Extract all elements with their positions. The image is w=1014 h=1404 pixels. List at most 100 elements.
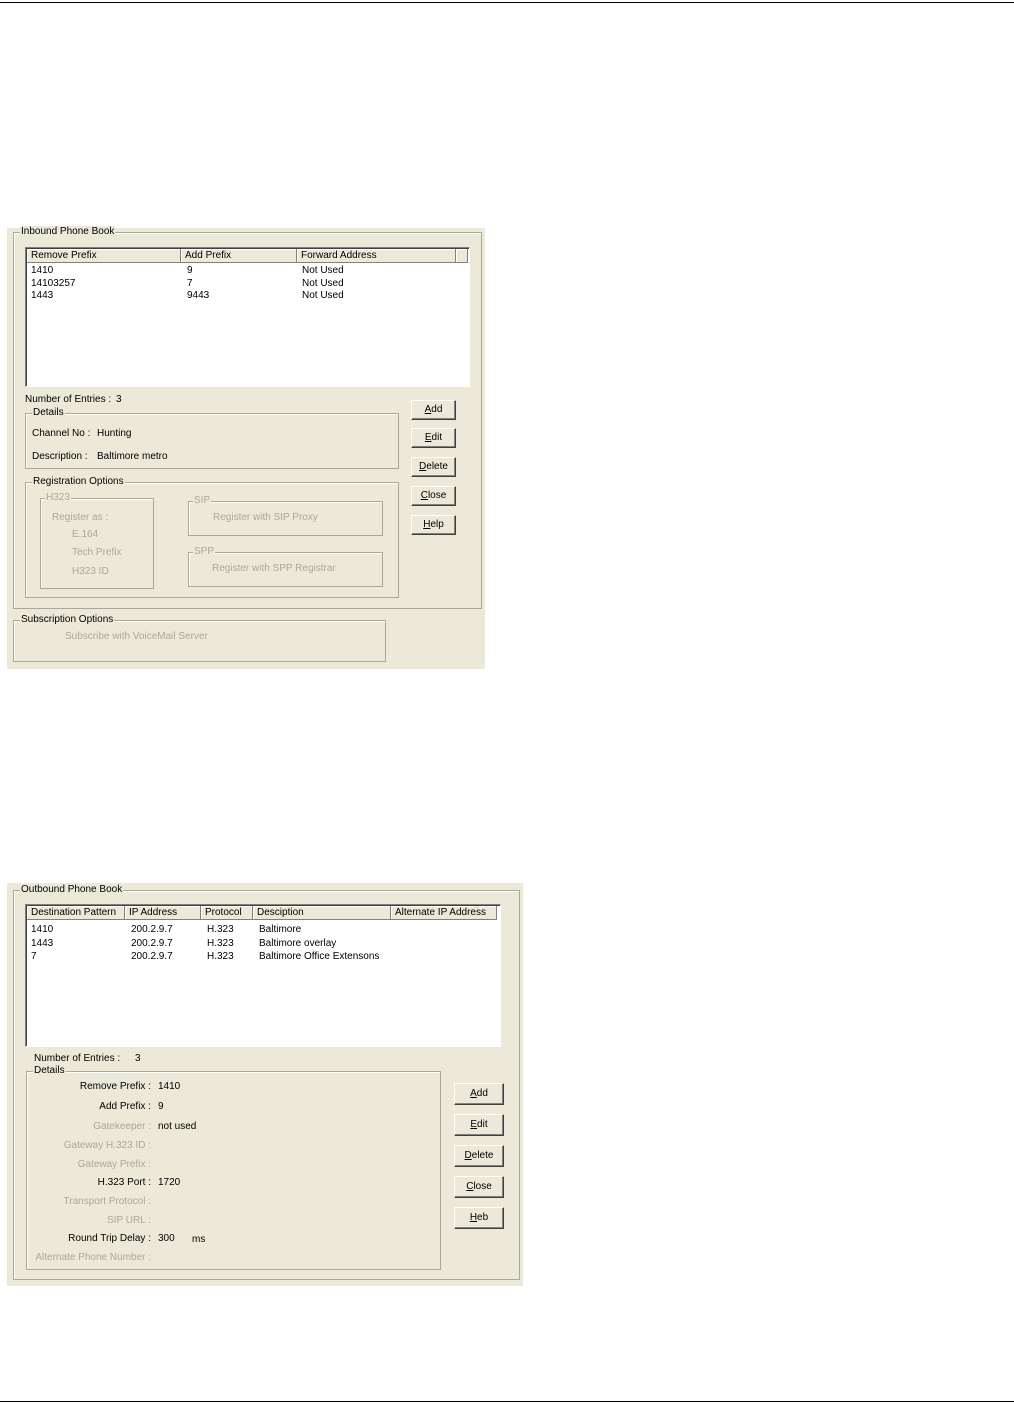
field-unit: ms [192,1234,206,1245]
table-row[interactable]: 1443 200.2.9.7 H.323 Baltimore overlay [26,938,496,950]
add-button[interactable]: Add [411,400,456,420]
table-cell: 200.2.9.7 [131,951,173,962]
column-header-add-prefix[interactable]: Add Prefix [181,249,297,263]
field-value: not used [158,1121,197,1132]
subscribe-voicemail-option[interactable]: Subscribe with VoiceMail Server [65,631,208,642]
table-cell: 1410 [31,924,54,935]
table-cell: 7 [31,951,37,962]
table-cell: 9443 [187,290,210,301]
h323-group: H323 Register as : E.164 Tech Prefix H32… [40,492,154,589]
inbound-list[interactable]: Remove Prefix Add Prefix Forward Address… [25,247,470,387]
button-label: dd [476,1088,488,1099]
edit-button[interactable]: Edit [411,428,456,448]
column-header-ip-address[interactable]: IP Address [125,906,201,920]
edit-button[interactable]: Edit [454,1114,504,1136]
footer-rule [0,1401,1014,1402]
close-button[interactable]: Close [454,1176,504,1198]
details-group: Details Channel No : Hunting Description… [25,407,399,469]
help-button[interactable]: Help [411,515,456,535]
button-label: dit [477,1119,488,1130]
table-cell: 1410 [31,265,54,276]
field-value: 1720 [158,1177,181,1188]
outbound-dialog: Outbound Phone Book Destination Pattern … [7,883,523,1286]
table-row[interactable]: 1443 9443 Not Used [26,290,466,302]
button-label: lose [427,490,447,501]
button-label: dd [431,404,443,415]
table-row[interactable]: 1410 200.2.9.7 H.323 Baltimore [26,924,496,936]
group-title: SPP [193,546,216,558]
field-value: 1410 [158,1081,181,1092]
description-value: Baltimore metro [97,451,168,462]
channel-value: Hunting [97,428,132,439]
field-value: 9 [158,1101,164,1112]
hotkey-letter: A [470,1088,477,1099]
outbound-list[interactable]: Destination Pattern IP Address Protocol … [25,904,501,1047]
column-header-destination-pattern[interactable]: Destination Pattern [27,906,125,920]
column-header-description[interactable]: Desciption [253,906,391,920]
option-tech-prefix[interactable]: Tech Prefix [72,547,122,558]
sip-group: SIP Register with SIP Proxy [188,495,383,536]
field-label: H.323 Port : [97,1177,151,1188]
column-header-remove-prefix[interactable]: Remove Prefix [27,249,181,263]
table-cell: Baltimore overlay [259,937,337,949]
channel-label: Channel No : [32,428,91,439]
delete-button[interactable]: Delete [411,457,456,477]
table-cell: 200.2.9.7 [131,924,173,935]
table-row[interactable]: 7 200.2.9.7 H.323 Baltimore Office Extenson… [26,951,496,963]
description-label: Description : [32,451,88,462]
field-label: Gatekeeper : [93,1121,151,1132]
group-title: Inbound Phone Book [20,226,116,238]
close-button[interactable]: Close [411,486,456,506]
column-header-protocol[interactable]: Protocol [201,906,253,920]
column-header-alternate-ip[interactable]: Alternate IP Address [391,906,497,920]
button-label: eb [477,1212,489,1223]
hotkey-letter: D [464,1150,472,1161]
field-label: Add Prefix : [99,1101,151,1112]
details-group: Details Remove Prefix : 1410 Add Prefix : 9… [26,1065,441,1270]
column-header-filler [456,249,468,263]
option-h323-id[interactable]: H323 ID [72,566,109,577]
field-label: Transport Protocol : [63,1196,151,1207]
column-header-forward-address[interactable]: Forward Address [297,249,456,263]
table-row[interactable]: 1410 9 Not Used [26,265,466,277]
group-title: Details [32,407,65,419]
registration-options-group: Registration Options H323 Register as : … [25,476,399,598]
entries-value: 3 [116,394,122,405]
button-label: lose [473,1181,492,1192]
field-value: 300 [158,1233,175,1244]
subscription-options-group: Subscription Options Subscribe with Voic… [13,614,386,662]
hotkey-letter: C [466,1181,474,1192]
hotkey-letter: A [424,404,432,415]
entries-label: Number of Entries : [34,1053,121,1064]
heb-button[interactable]: Heb [454,1207,504,1229]
hotkey-letter: E [424,432,432,443]
field-label: Remove Prefix : [79,1081,151,1092]
delete-button[interactable]: Delete [454,1145,504,1167]
field-label: Gateway Prefix : [77,1159,151,1170]
table-cell: 200.2.9.7 [131,937,173,949]
table-cell: H.323 [207,937,234,949]
table-cell: 1443 [31,290,54,301]
register-spp-registrar-option[interactable]: Register with SPP Registrar [212,563,336,574]
option-e164[interactable]: E.164 [72,529,99,540]
button-label: elete [426,461,448,472]
hotkey-letter: C [420,490,428,501]
field-label: SIP URL : [107,1215,151,1226]
add-button[interactable]: Add [454,1083,504,1105]
table-cell: Not Used [302,290,344,301]
table-cell: Not Used [302,265,344,276]
header-rule [0,2,1014,3]
group-title: H323 [45,492,71,504]
group-title: Subscription Options [20,614,115,626]
button-label: dit [431,432,443,443]
group-title: Details [33,1065,66,1077]
field-label: Round Trip Delay : [68,1233,151,1244]
table-cell: 1443 [31,937,54,949]
register-sip-proxy-option[interactable]: Register with SIP Proxy [213,512,318,523]
group-title: Outbound Phone Book [20,884,124,896]
table-cell: Baltimore [259,924,302,935]
hotkey-letter: H [469,1212,478,1223]
field-label: Alternate Phone Number : [35,1252,151,1263]
button-label: elp [430,519,444,530]
table-row[interactable]: 14103257 7 Not Used [26,278,466,290]
